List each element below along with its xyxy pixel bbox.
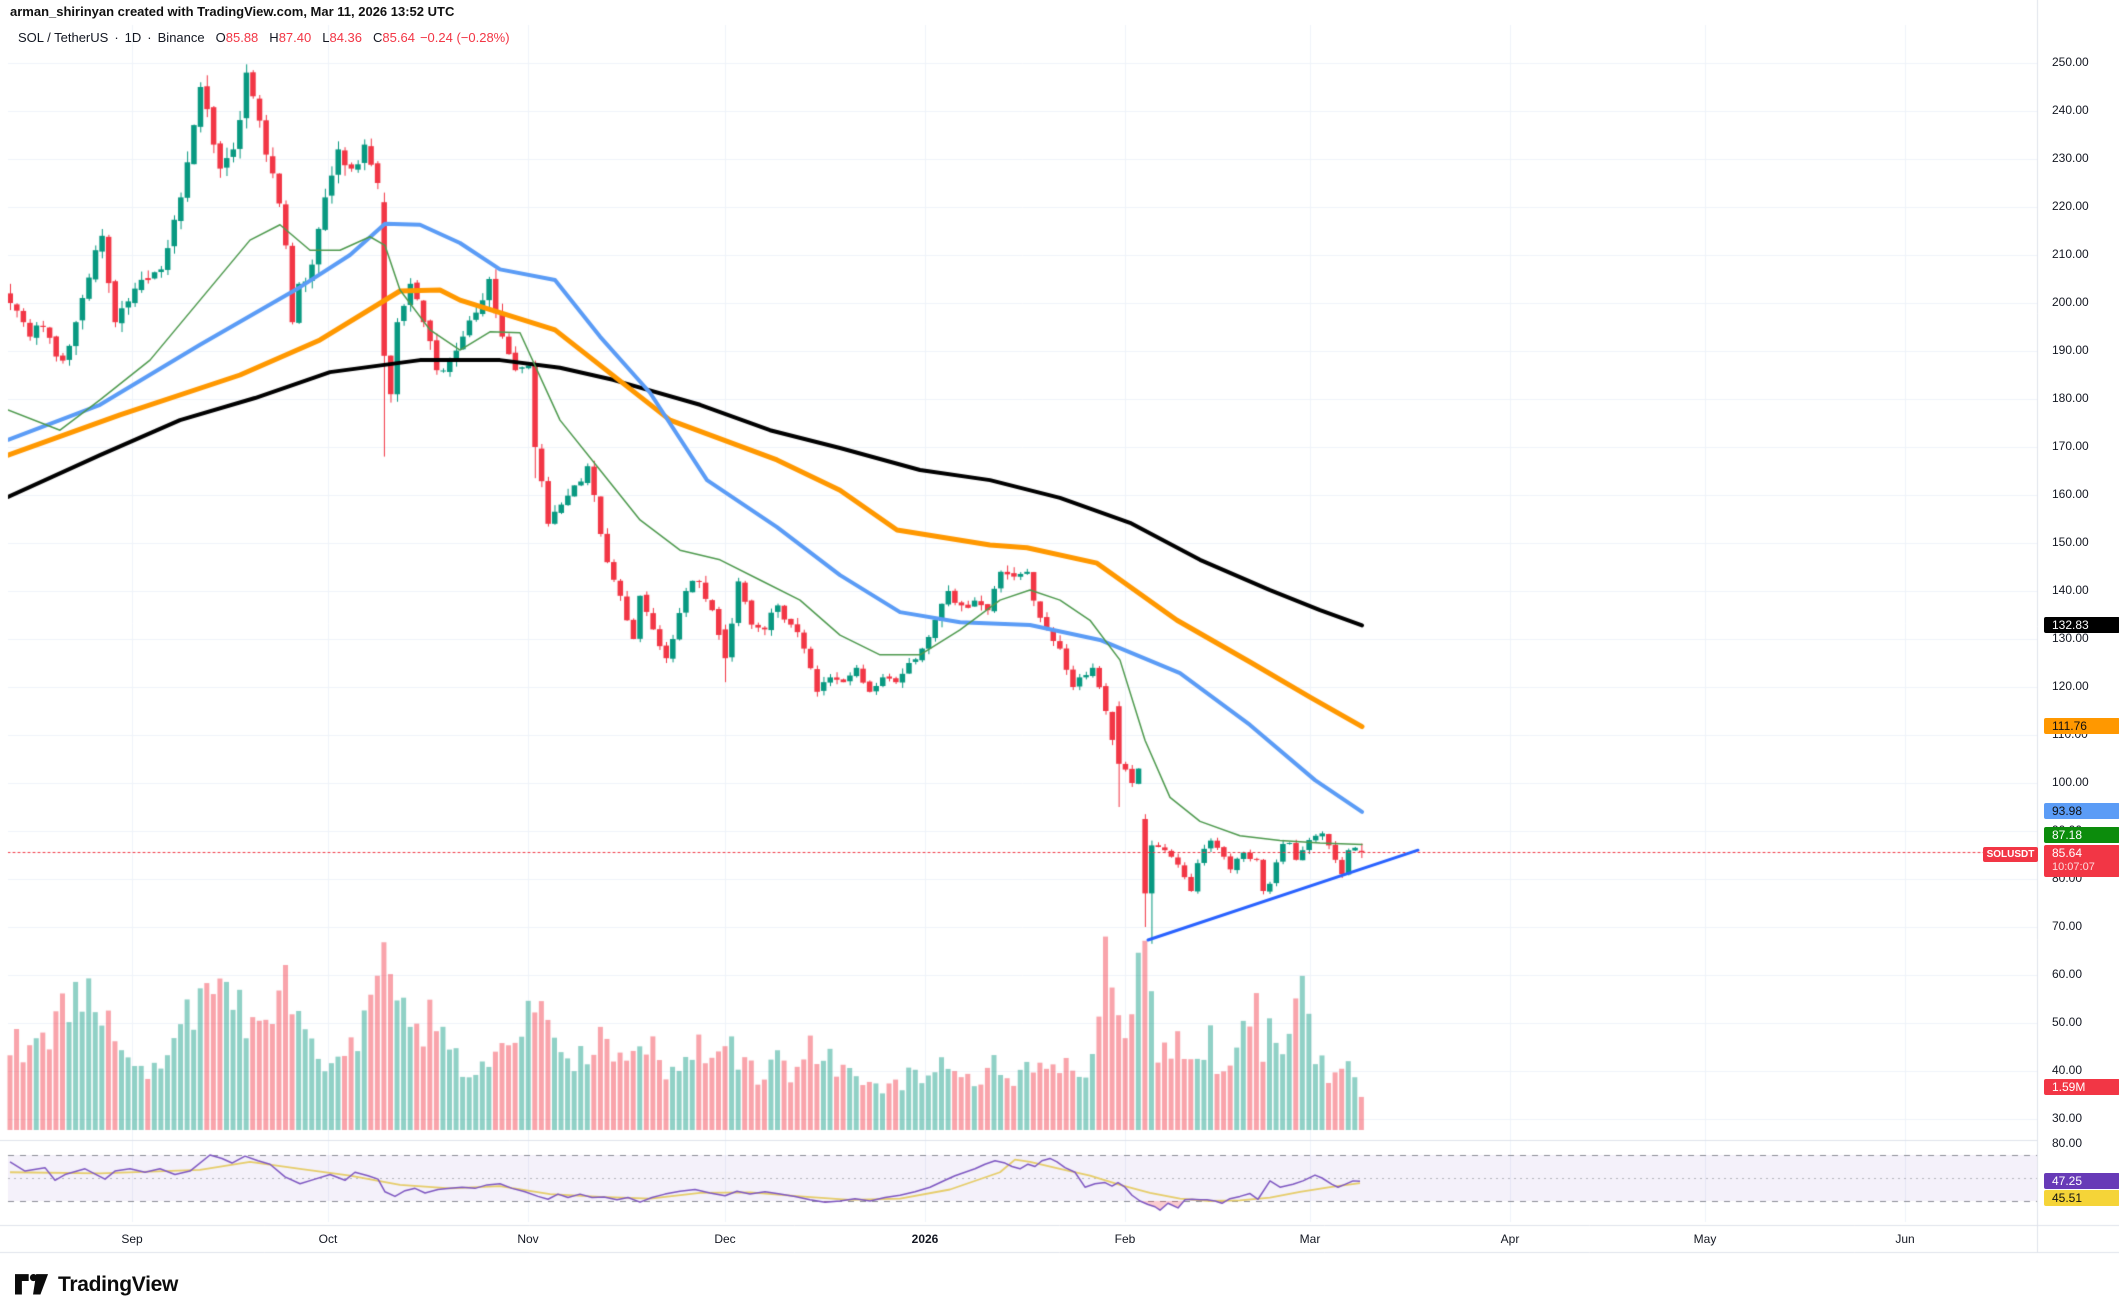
tradingview-logo[interactable]: TradingView — [15, 1272, 178, 1298]
watermark: arman_shirinyan created with TradingView… — [10, 4, 455, 19]
symbol-tag: SOLUSDT — [1983, 847, 2038, 862]
time-tick-label: Sep — [121, 1232, 143, 1246]
price-tick-label: 100.00 — [2052, 775, 2089, 789]
time-axis[interactable]: Sep Oct Nov Dec 2026 Feb Mar Apr May Jun — [0, 1226, 2119, 1253]
legend-symbol[interactable]: SOL / TetherUS — [18, 30, 109, 45]
price-tick-label: 200.00 — [2052, 295, 2089, 309]
last-price-value: 85.64 — [2052, 846, 2083, 860]
price-tick-label: 120.00 — [2052, 679, 2089, 693]
legend-interval[interactable]: 1D — [124, 30, 142, 45]
legend-open: O85.88 — [215, 30, 259, 45]
price-tick-label: 180.00 — [2052, 391, 2089, 405]
legend-high: H87.40 — [269, 30, 312, 45]
rsi-ma-value-badge: 45.51 — [2044, 1190, 2119, 1206]
bar-countdown: 10:07:07 — [2052, 861, 2095, 873]
time-tick-label: Mar — [1299, 1232, 1321, 1246]
volume-badge: 1.59M — [2044, 1079, 2119, 1095]
time-tick-label: Nov — [517, 1232, 539, 1246]
legend-close: C85.64 — [373, 30, 415, 45]
ma100-price-badge: 111.76 — [2044, 718, 2119, 734]
price-tick-label: 70.00 — [2052, 919, 2083, 933]
ma50-price-badge: 93.98 — [2044, 803, 2119, 819]
ma200-price-badge: 132.83 — [2044, 617, 2119, 633]
time-tick-label: Apr — [1500, 1232, 1520, 1246]
time-tick-label: May — [1693, 1232, 1717, 1246]
price-tick-label: 160.00 — [2052, 487, 2089, 501]
rsi-value-badge: 47.25 — [2044, 1173, 2119, 1189]
last-price-badge: 85.64 10:07:07 — [2044, 845, 2119, 877]
price-tick-label: 210.00 — [2052, 247, 2089, 261]
price-tick-label: 230.00 — [2052, 151, 2089, 165]
legend-change: −0.24 (−0.28%) — [419, 30, 510, 45]
legend-separator: · — [147, 30, 152, 45]
ma-fast-price-badge: 87.18 — [2044, 827, 2119, 843]
price-tick-label: 30.00 — [2052, 1111, 2083, 1125]
rsi-tick-label: 80.00 — [2052, 1135, 2083, 1150]
price-tick-label: 50.00 — [2052, 1015, 2083, 1029]
price-tick-label: 170.00 — [2052, 439, 2089, 453]
legend-low: L84.36 — [322, 30, 363, 45]
price-tick-label: 240.00 — [2052, 103, 2089, 117]
price-tick-label: 60.00 — [2052, 967, 2083, 981]
time-tick-label: Jun — [1895, 1232, 1915, 1246]
price-scale[interactable]: 250.00 240.00 230.00 220.00 210.00 200.00 190.… — [2038, 0, 2119, 1253]
price-tick-label: 250.00 — [2052, 55, 2089, 69]
time-tick-label: Feb — [1114, 1232, 1136, 1246]
time-tick-label: 2026 — [911, 1232, 939, 1246]
tradingview-logo-icon — [15, 1273, 49, 1295]
legend-exchange: Binance — [157, 30, 205, 45]
price-tick-label: 140.00 — [2052, 583, 2089, 597]
time-tick-label: Oct — [318, 1232, 338, 1246]
price-tick-label: 150.00 — [2052, 535, 2089, 549]
price-tick-label: 130.00 — [2052, 631, 2089, 645]
tradingview-logo-text: TradingView — [58, 1273, 179, 1296]
price-tick-label: 220.00 — [2052, 199, 2089, 213]
legend-separator: · — [114, 30, 119, 45]
legend[interactable]: SOL / TetherUS · 1D · Binance O85.88 H87… — [18, 30, 510, 45]
price-tick-label: 190.00 — [2052, 343, 2089, 357]
price-tick-label: 40.00 — [2052, 1063, 2083, 1077]
time-tick-label: Dec — [714, 1232, 736, 1246]
